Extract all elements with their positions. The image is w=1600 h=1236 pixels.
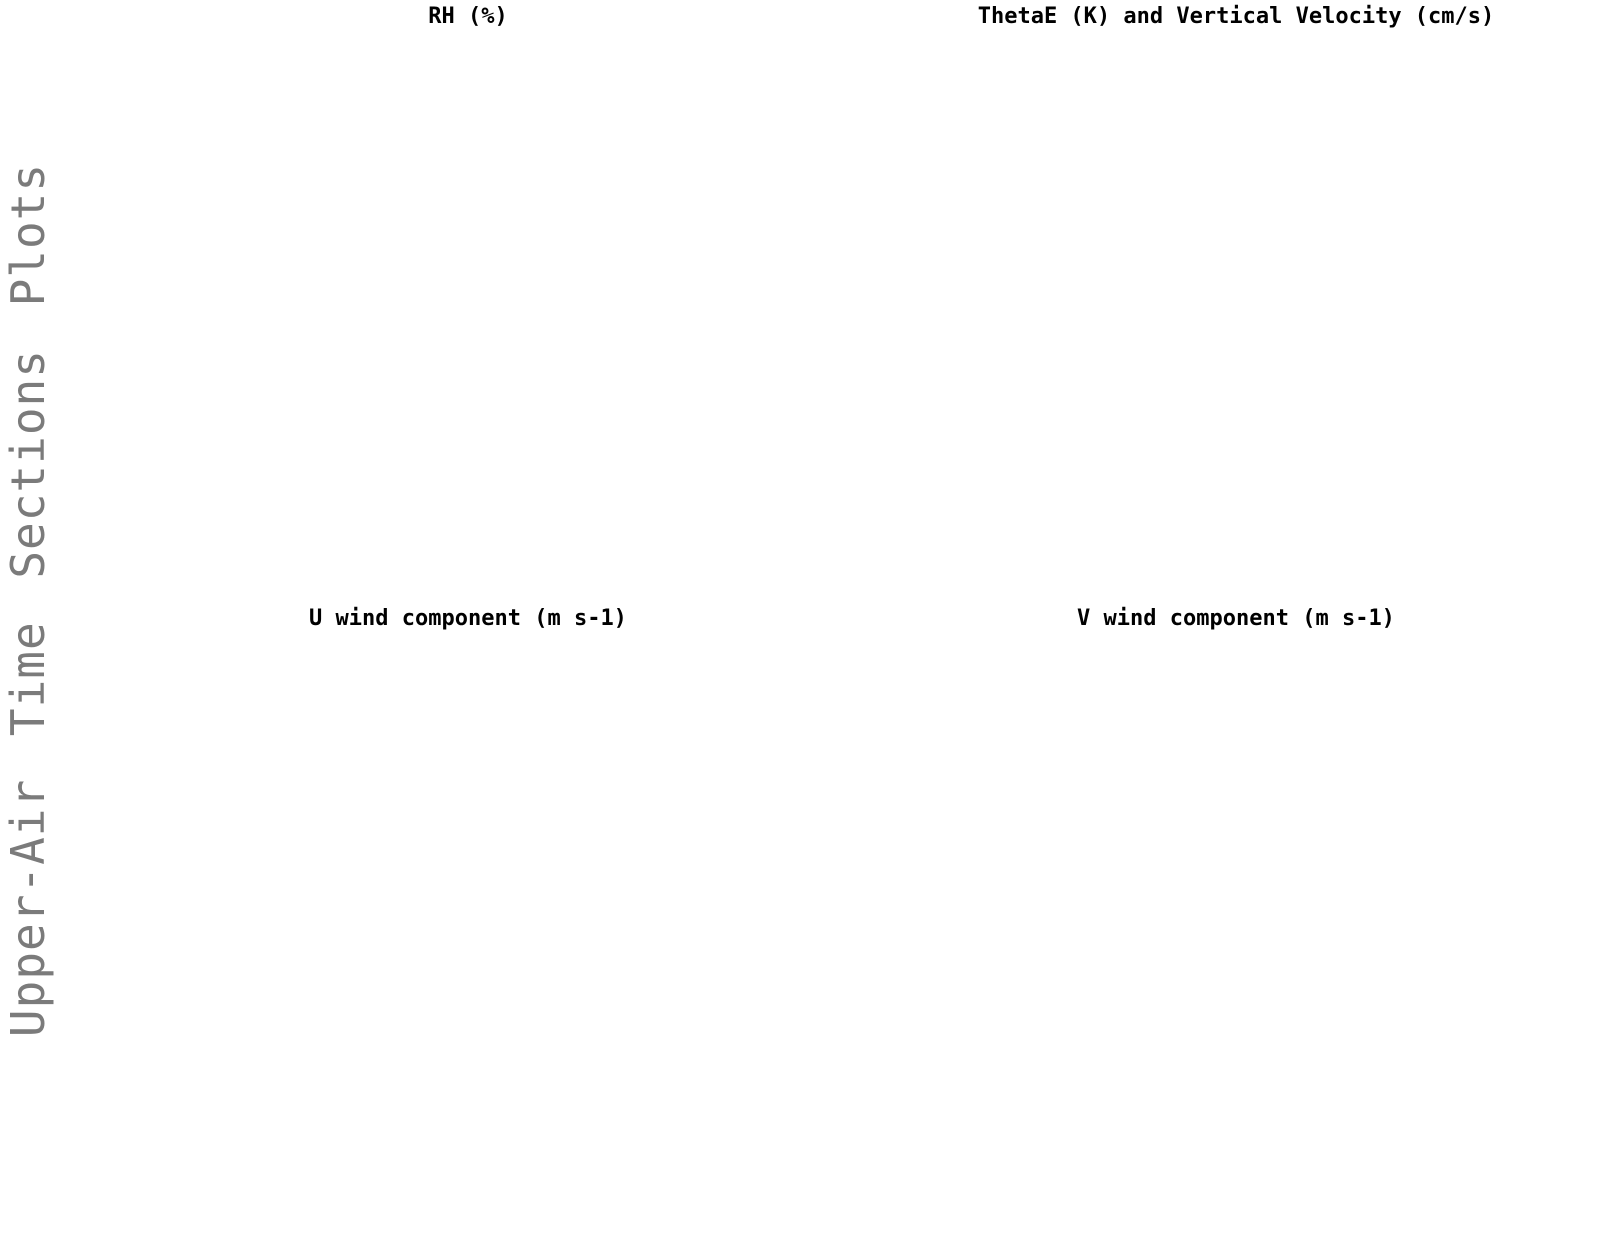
panel-title-v: V wind component (m s-1)	[1077, 606, 1395, 631]
page-title: Upper-Air Time Sections Plots	[1, 162, 55, 1038]
panel-title-rh: RH (%)	[428, 4, 508, 29]
panel-title-u: U wind component (m s-1)	[309, 606, 627, 631]
panel-title-thetae: ThetaE (K) and Vertical Velocity (cm/s)	[977, 4, 1495, 29]
